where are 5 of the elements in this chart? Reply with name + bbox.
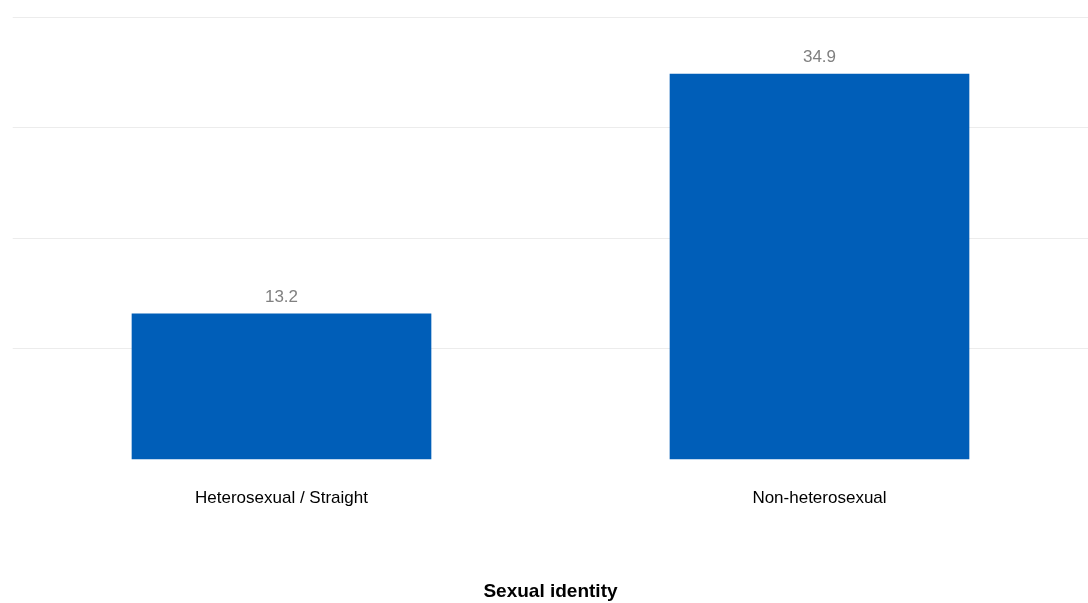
data-label: 13.2	[264, 286, 299, 306]
x-tick-label: Non-heterosexual	[752, 487, 887, 507]
data-label: 34.9	[802, 46, 837, 66]
x-axis-title: Sexual identity	[483, 579, 618, 601]
x-tick-label: Heterosexual / Straight	[195, 487, 369, 507]
